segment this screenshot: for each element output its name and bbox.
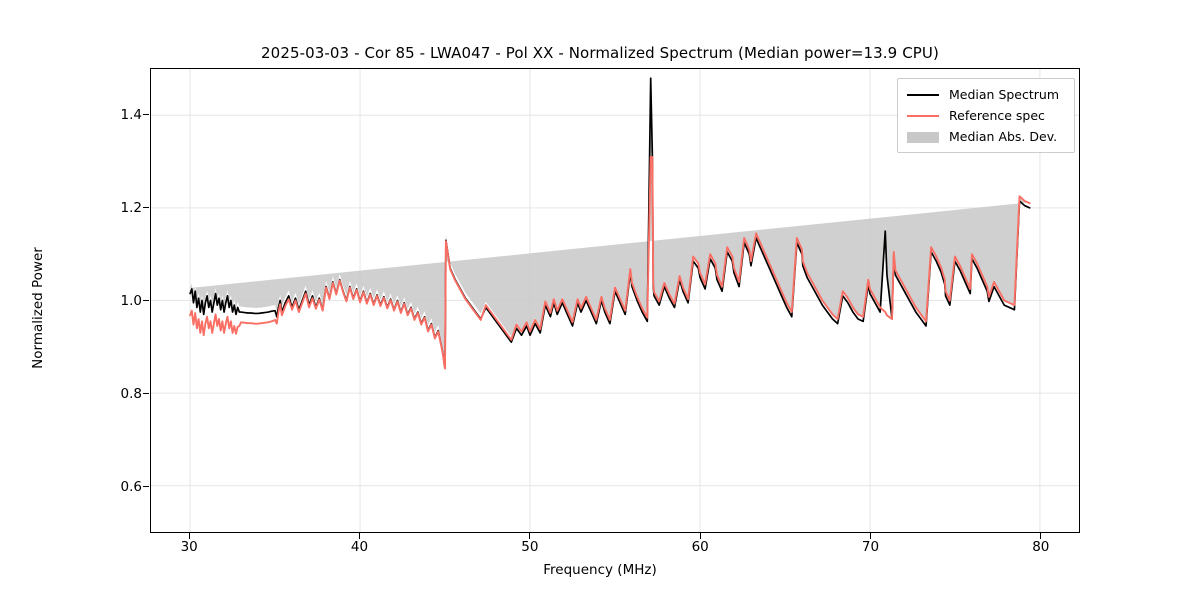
y-tick-label: 0.8	[120, 385, 142, 402]
legend-item-median-abs-dev: Median Abs. Dev.	[906, 126, 1066, 147]
y-tick-mark	[143, 206, 149, 209]
x-tick-label: 40	[350, 539, 369, 555]
y-tick-mark	[143, 113, 149, 116]
legend-item-reference-spec: Reference spec	[906, 105, 1066, 126]
x-tick-mark	[699, 533, 701, 539]
y-tick-label: 1.2	[120, 199, 142, 216]
spectrum-plot	[151, 69, 1079, 532]
x-tick-mark	[529, 533, 531, 539]
y-tick-label: 1.4	[120, 106, 142, 123]
x-tick-mark	[869, 533, 872, 539]
y-tick-mark	[143, 299, 149, 302]
x-tick-mark	[1040, 533, 1042, 539]
x-tick-label: 30	[180, 539, 198, 555]
legend-item-median-spectrum: Median Spectrum	[906, 84, 1066, 105]
y-tick-mark	[143, 485, 149, 488]
x-tick-label: 60	[691, 539, 709, 555]
legend-label-median-spectrum: Median Spectrum	[949, 87, 1060, 102]
legend-patch-icon-median-abs-dev	[906, 130, 940, 144]
x-axis-label: Frequency (MHz)	[543, 562, 657, 578]
legend-line-icon-median-spectrum	[906, 88, 940, 102]
x-tick-mark	[358, 533, 361, 539]
chart-title: 2025-03-03 - Cor 85 - LWA047 - Pol XX - …	[261, 44, 939, 62]
x-tick-label: 70	[861, 539, 880, 555]
legend-line-icon-reference-spec	[906, 109, 940, 123]
y-tick-label: 0.6	[120, 478, 142, 495]
y-tick-label: 1.0	[120, 292, 142, 309]
x-tick-label: 50	[521, 539, 539, 555]
legend-label-reference-spec: Reference spec	[949, 108, 1045, 123]
x-tick-mark	[188, 533, 190, 539]
x-tick-label: 80	[1032, 539, 1050, 555]
legend-label-median-abs-dev: Median Abs. Dev.	[949, 129, 1058, 144]
y-tick-mark	[143, 392, 149, 395]
y-axis-label: Normalized Power	[30, 247, 46, 369]
legend: Median Spectrum Reference spec Median Ab…	[897, 78, 1075, 153]
